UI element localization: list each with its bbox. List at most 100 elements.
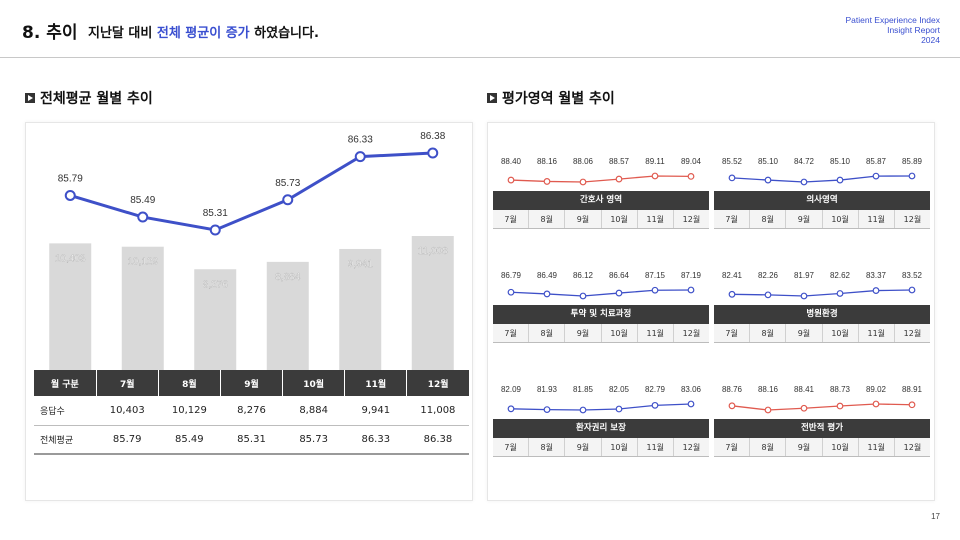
area-value-label-3: 81.97 xyxy=(794,271,815,280)
area-month-row: 7월 8월 9월 10월 11월 12월 xyxy=(714,324,930,343)
area-value-label-6: 83.06 xyxy=(681,385,702,394)
area-point-6 xyxy=(908,286,916,294)
area-chart-3: 86.79 86.49 86.12 86.64 87.15 87.19 투약 및 치료과정 7… xyxy=(493,265,709,343)
area-series-line xyxy=(731,289,913,297)
area-month-label: 7월 xyxy=(493,210,530,228)
page-number: 17 xyxy=(931,512,940,521)
area-month-label: 10월 xyxy=(823,324,859,342)
average-point-4 xyxy=(282,194,294,206)
area-point-5 xyxy=(651,286,659,294)
area-month-label: 11월 xyxy=(859,438,895,456)
average-label-2: 85.49 xyxy=(130,195,155,206)
area-trend-panel: 88.40 88.16 88.06 88.57 89.11 89.04 간호사 영역 7월 8월… xyxy=(487,122,935,501)
area-title-bar: 전반적 평가 xyxy=(714,419,930,438)
area-month-label: 10월 xyxy=(823,438,859,456)
average-point-6 xyxy=(427,147,439,159)
area-value-label-5: 89.11 xyxy=(645,157,665,166)
area-line-chart: 82.41 82.26 81.97 82.62 83.37 83.52 xyxy=(722,271,923,300)
report-line-3: 2024 xyxy=(921,35,940,45)
table-cell: 10,129 xyxy=(158,396,221,426)
average-line xyxy=(69,151,433,232)
area-month-label: 11월 xyxy=(638,324,674,342)
area-line-chart: 88.40 88.16 88.06 88.57 89.11 89.04 xyxy=(501,157,702,186)
table-cell: 86.38 xyxy=(406,425,469,455)
area-month-label: 7월 xyxy=(493,438,530,456)
area-month-row: 7월 8월 9월 10월 11월 12월 xyxy=(714,210,930,229)
area-month-label: 10월 xyxy=(823,210,859,228)
area-point-6 xyxy=(908,401,916,409)
average-label-3: 85.31 xyxy=(203,208,228,219)
area-point-5 xyxy=(651,172,659,180)
area-line-chart: 82.09 81.93 81.85 82.05 82.79 83.06 xyxy=(501,385,702,414)
page-subtitle: 지난달 대비 전체 평균이 증가 하였습니다. xyxy=(88,22,319,41)
area-point-5 xyxy=(872,172,880,180)
area-month-label: 10월 xyxy=(602,324,638,342)
area-value-label-5: 83.37 xyxy=(866,271,887,280)
table-body: 응답수 10,403 10,129 8,276 8,884 9,941 11,008 전체평균… xyxy=(34,396,469,455)
area-point-1 xyxy=(507,405,515,413)
average-point-2 xyxy=(137,211,149,223)
area-point-5 xyxy=(872,400,880,408)
area-point-5 xyxy=(872,287,880,294)
area-month-label: 8월 xyxy=(750,324,787,342)
area-month-label: 9월 xyxy=(565,210,602,228)
table-header-label: 월 구분 xyxy=(34,370,97,396)
area-point-6 xyxy=(908,172,916,180)
area-month-label: 12월 xyxy=(903,443,922,452)
area-point-3 xyxy=(579,406,587,414)
area-month-label: 8월 xyxy=(529,210,566,228)
area-value-label-5: 85.87 xyxy=(866,157,887,166)
table-header-row: 월 구분 7월 8월 9월 10월 11월 12월 xyxy=(34,370,469,396)
right-section-title-text: 평가영역 월별 추이 xyxy=(502,91,615,107)
area-value-label-5: 87.15 xyxy=(645,271,666,280)
bar-label-6: 11,008 xyxy=(418,246,448,257)
area-value-label-3: 86.12 xyxy=(573,271,594,280)
area-series-line xyxy=(731,175,913,183)
area-chart-1: 88.40 88.16 88.06 88.57 89.11 89.04 간호사 영역 7월 8월… xyxy=(493,151,709,229)
area-point-1 xyxy=(728,174,736,182)
area-value-label-3: 84.72 xyxy=(794,157,815,166)
area-month-row: 7월 8월 9월 10월 11월 12월 xyxy=(493,210,709,229)
area-point-1 xyxy=(728,402,736,410)
table-cell: 85.79 xyxy=(96,425,159,455)
bar-5 xyxy=(339,248,382,370)
area-point-6 xyxy=(687,400,695,408)
average-label-5: 86.33 xyxy=(348,135,373,146)
bar-1 xyxy=(49,243,92,370)
average-point-3 xyxy=(209,224,221,236)
area-value-label-2: 82.26 xyxy=(758,271,779,280)
area-series-line xyxy=(510,289,692,297)
area-month-label: 12월 xyxy=(682,329,701,338)
area-month-label: 8월 xyxy=(750,210,787,228)
area-month-label: 7월 xyxy=(714,210,751,228)
area-value-label-2: 86.49 xyxy=(537,271,558,280)
area-value-label-6: 88.91 xyxy=(902,385,923,394)
area-month-label: 12월 xyxy=(682,215,701,224)
area-value-label-2: 81.93 xyxy=(537,385,558,394)
bar-label-5: 9,941 xyxy=(348,259,373,270)
area-value-label-2: 88.16 xyxy=(758,385,779,394)
area-point-5 xyxy=(651,401,659,409)
area-month-label: 9월 xyxy=(786,210,823,228)
area-month-row: 7월 8월 9월 10월 11월 12월 xyxy=(714,438,930,457)
monthly-data-table: 월 구분 7월 8월 9월 10월 11월 12월 응답수 10,403 10,129 8,27… xyxy=(34,370,469,455)
area-point-1 xyxy=(507,176,515,184)
area-point-4 xyxy=(615,289,623,297)
table-row: 응답수 10,403 10,129 8,276 8,884 9,941 11,008 xyxy=(34,396,469,426)
area-title-bar: 환자권리 보장 xyxy=(493,419,709,438)
table-header-month: 10월 xyxy=(282,370,346,396)
area-month-row: 7월 8월 9월 10월 11월 12월 xyxy=(493,438,709,457)
table-row-label: 응답수 xyxy=(34,396,97,426)
area-point-1 xyxy=(507,288,515,296)
table-cell: 10,403 xyxy=(96,396,159,426)
area-value-label-6: 85.89 xyxy=(902,157,923,166)
area-value-label-5: 89.02 xyxy=(866,385,887,394)
area-month-label: 11월 xyxy=(638,210,674,228)
area-point-4 xyxy=(615,175,623,183)
area-month-label: 8월 xyxy=(529,438,566,456)
report-line-2: Insight Report xyxy=(887,25,940,35)
area-value-label-1: 88.40 xyxy=(501,157,522,166)
average-point-5 xyxy=(354,151,366,163)
area-point-3 xyxy=(800,292,808,300)
table-cell: 85.49 xyxy=(158,425,221,455)
